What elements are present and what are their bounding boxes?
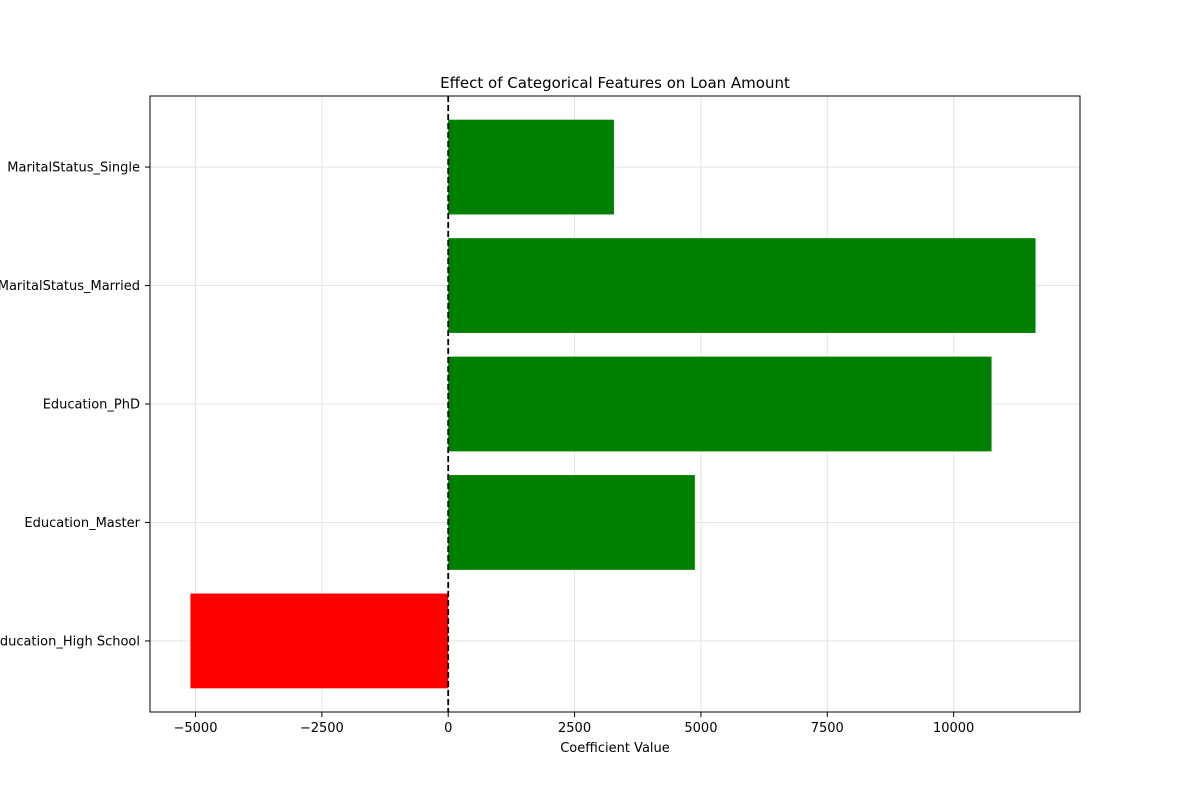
y-tick-label: MaritalStatus_Married (0, 279, 140, 294)
x-axis-ticks: −5000 −2500 0 2500 5000 7500 10000 (173, 712, 974, 736)
x-tick-label: −2500 (300, 721, 344, 736)
x-tick-label: 5000 (684, 721, 717, 736)
bar-maritalstatus-married (448, 238, 1036, 333)
bar-education-master (448, 475, 695, 570)
x-axis-label: Coefficient Value (560, 741, 670, 756)
y-axis-ticks: Education_High School Education_Master Edu… (0, 161, 150, 649)
chart-title: Effect of Categorical Features on Loan A… (440, 74, 790, 92)
bars (190, 119, 1036, 689)
y-tick-label: Education_Master (24, 516, 140, 531)
x-tick-label: 2500 (558, 721, 591, 736)
y-tick-label: MaritalStatus_Single (7, 161, 140, 176)
x-tick-label: 7500 (811, 721, 844, 736)
y-tick-label: Education_High School (0, 634, 140, 649)
x-tick-label: 10000 (933, 721, 974, 736)
bar-education-phd (448, 356, 992, 452)
bar-education-high-school (190, 593, 449, 689)
x-tick-label: −5000 (173, 721, 217, 736)
x-tick-label: 0 (444, 721, 452, 736)
y-tick-label: Education_PhD (43, 398, 140, 413)
bar-maritalstatus-single (448, 119, 614, 215)
